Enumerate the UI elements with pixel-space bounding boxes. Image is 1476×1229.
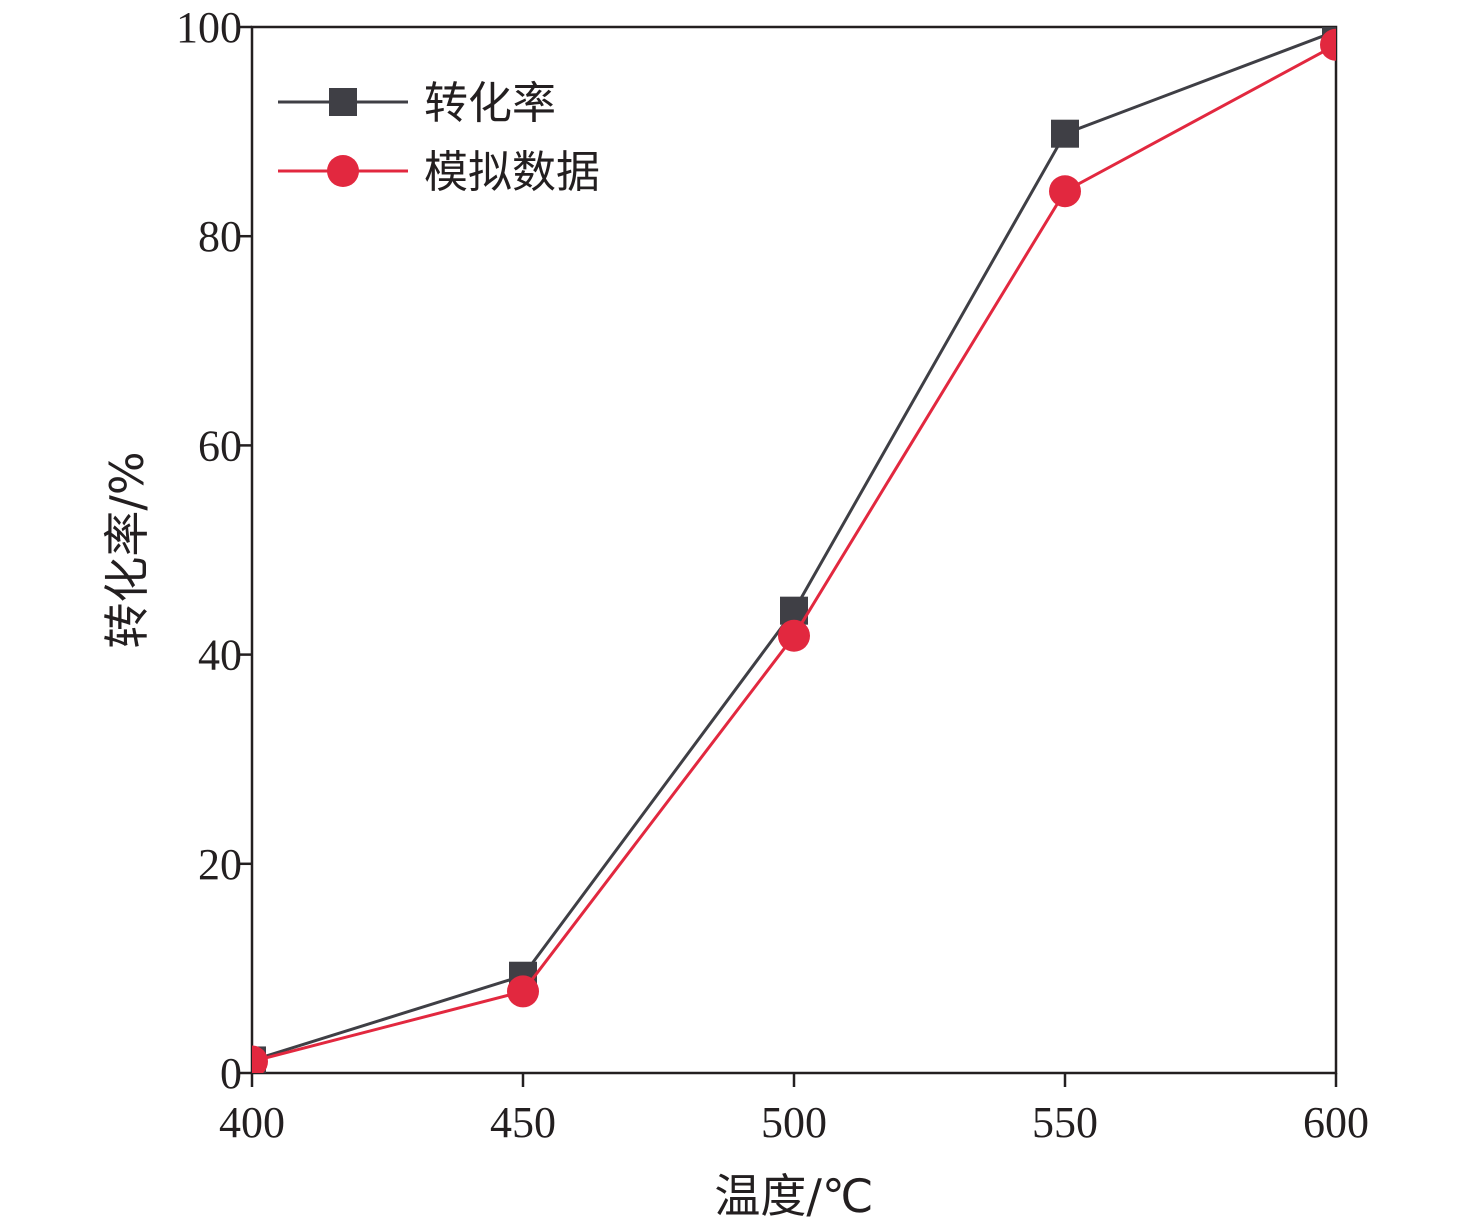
series-1-point-2 xyxy=(778,619,810,652)
series-1-point-1 xyxy=(507,975,539,1008)
chart-axes xyxy=(250,25,1338,1075)
series-1-point-3 xyxy=(1049,175,1081,208)
y-tick-label-0: 0 xyxy=(220,1049,242,1098)
series-0-point-3 xyxy=(1051,119,1079,148)
y-axis-ticks: 0 20 40 60 80 100 xyxy=(176,3,252,1098)
x-tick-label-3: 550 xyxy=(1032,1098,1098,1147)
legend-item-1: 模拟数据 xyxy=(278,147,600,198)
legend-marker-0 xyxy=(329,88,357,116)
series-1-point-0 xyxy=(252,1045,268,1073)
legend-label-1: 模拟数据 xyxy=(424,147,600,198)
x-tick-label-2: 500 xyxy=(761,1098,827,1147)
series-line-0 xyxy=(252,29,1336,1062)
series-1 xyxy=(252,28,1336,1073)
legend-marker-1 xyxy=(327,155,359,187)
y-tick-label-3: 60 xyxy=(198,421,242,470)
y-tick-label-2: 40 xyxy=(198,631,242,680)
series-line-1 xyxy=(252,43,1336,1063)
series-0 xyxy=(252,27,1336,1073)
y-axis-title: 转化率/% xyxy=(100,451,154,648)
y-tick-label-1: 20 xyxy=(198,840,242,889)
legend-label-0: 转化率 xyxy=(424,78,556,129)
x-axis-title: 温度/℃ xyxy=(714,1169,873,1223)
y-tick-label-5: 100 xyxy=(176,3,242,52)
plot-frame xyxy=(250,25,1338,1075)
y-tick-label-4: 80 xyxy=(198,212,242,261)
series-1-point-4 xyxy=(1320,28,1336,61)
x-tick-label-4: 600 xyxy=(1303,1098,1369,1147)
series-layer xyxy=(252,27,1336,1073)
legend-item-0: 转化率 xyxy=(278,78,556,129)
x-tick-label-0: 400 xyxy=(219,1098,285,1147)
x-axis-ticks: 400 450 500 550 600 xyxy=(219,1073,1369,1147)
x-tick-label-1: 450 xyxy=(490,1098,556,1147)
